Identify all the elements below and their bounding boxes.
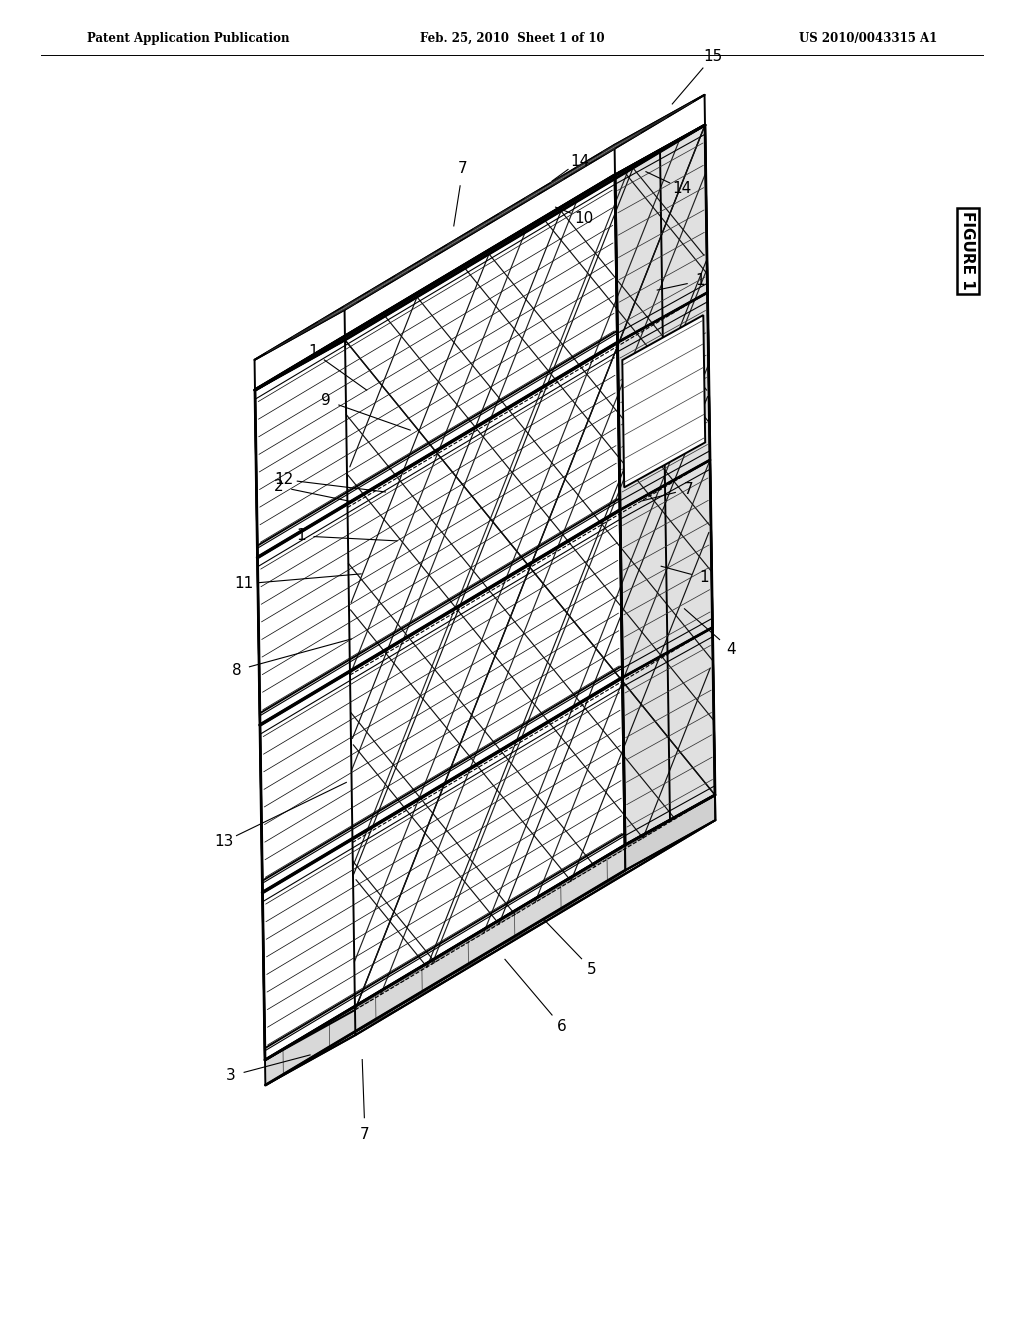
Text: Patent Application Publication: Patent Application Publication: [87, 32, 290, 45]
Text: US 2010/0043315 A1: US 2010/0043315 A1: [799, 32, 937, 45]
Polygon shape: [265, 845, 626, 1085]
Text: 9: 9: [322, 393, 331, 408]
Text: 8: 8: [231, 663, 242, 678]
Text: 1: 1: [695, 273, 706, 288]
Polygon shape: [345, 125, 715, 1010]
Text: 5: 5: [587, 962, 597, 977]
Polygon shape: [255, 176, 625, 1060]
Text: 12: 12: [274, 473, 294, 487]
Text: 14: 14: [570, 153, 589, 169]
Text: 14: 14: [673, 181, 692, 197]
Text: 1: 1: [308, 345, 317, 359]
Polygon shape: [265, 795, 715, 1060]
Text: 7: 7: [360, 1127, 370, 1142]
Text: 7: 7: [684, 482, 693, 496]
Text: 4: 4: [726, 642, 735, 657]
Text: 1: 1: [699, 570, 710, 585]
Text: 11: 11: [234, 577, 254, 591]
Text: 15: 15: [703, 49, 722, 63]
Text: 3: 3: [226, 1068, 236, 1084]
Text: 2: 2: [273, 479, 284, 494]
Text: 6: 6: [557, 1019, 566, 1034]
Polygon shape: [625, 795, 716, 870]
Text: 7: 7: [458, 161, 468, 177]
Polygon shape: [255, 95, 705, 360]
Text: 10: 10: [573, 211, 593, 226]
Text: 13: 13: [214, 834, 233, 849]
Polygon shape: [615, 125, 715, 845]
Text: Feb. 25, 2010  Sheet 1 of 10: Feb. 25, 2010 Sheet 1 of 10: [420, 32, 604, 45]
Text: 1: 1: [296, 528, 305, 544]
Text: FIGURE 1: FIGURE 1: [961, 211, 975, 290]
Polygon shape: [265, 820, 716, 1085]
Polygon shape: [623, 315, 706, 487]
Polygon shape: [255, 125, 705, 389]
Polygon shape: [255, 341, 355, 1060]
